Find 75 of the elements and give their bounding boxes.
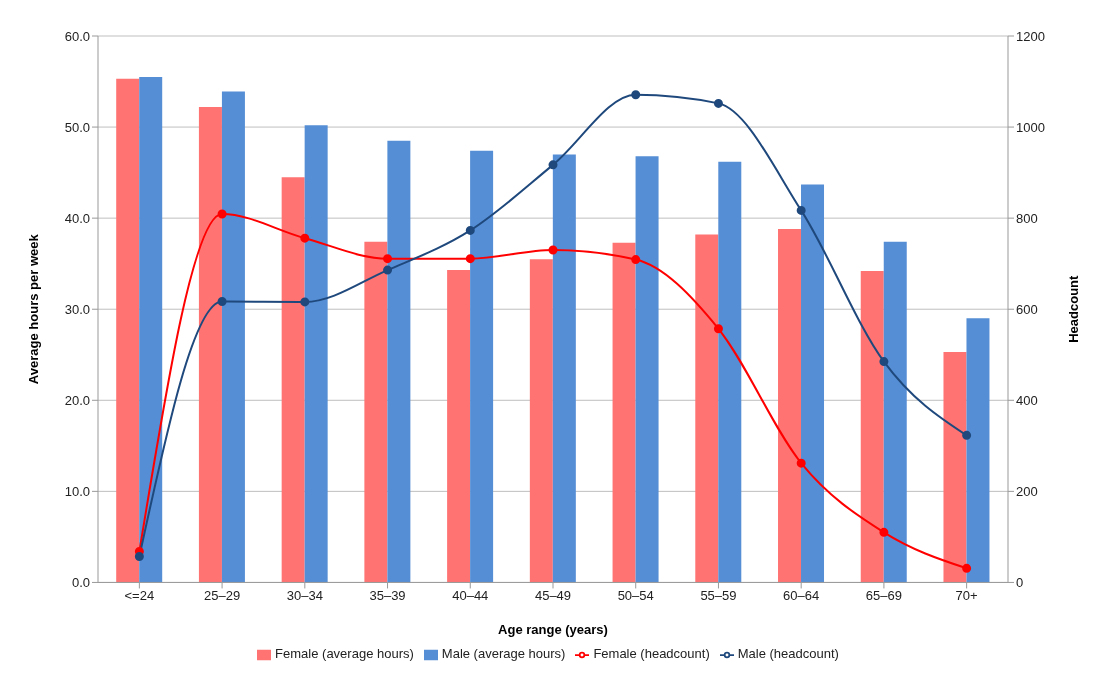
point bbox=[217, 296, 227, 306]
y2-tick-label: 400 bbox=[1016, 392, 1038, 408]
x-tick-label: 40–44 bbox=[452, 587, 489, 603]
y-tick-label: 0.0 bbox=[71, 575, 90, 591]
bar bbox=[281, 177, 305, 583]
y2-tick-label: 1200 bbox=[1016, 28, 1045, 44]
y2-tick-label: 600 bbox=[1016, 301, 1038, 317]
legend-label: Male (headcount) bbox=[737, 646, 839, 662]
bar bbox=[529, 259, 553, 583]
bar bbox=[304, 125, 328, 583]
point bbox=[962, 563, 972, 573]
bar bbox=[860, 270, 884, 583]
bar bbox=[552, 154, 576, 583]
y2-tick-label: 0 bbox=[1016, 575, 1024, 591]
point bbox=[383, 254, 393, 264]
x-tick-label: 70+ bbox=[955, 587, 978, 603]
point bbox=[796, 205, 806, 215]
legend-label: Male (average hours) bbox=[441, 646, 566, 662]
y-tick-label: 30.0 bbox=[64, 301, 90, 317]
legend-label: Female (average hours) bbox=[275, 646, 414, 662]
bar bbox=[221, 91, 245, 583]
bar bbox=[612, 242, 636, 583]
y-tick-label: 10.0 bbox=[64, 483, 90, 499]
bar bbox=[883, 241, 907, 583]
point bbox=[548, 245, 558, 255]
y-axis-title: Average hours per week bbox=[25, 233, 41, 385]
x-tick-label: 25–29 bbox=[204, 587, 241, 603]
x-tick-label: 60–64 bbox=[783, 587, 820, 603]
point bbox=[465, 254, 475, 264]
point bbox=[134, 551, 144, 561]
point bbox=[383, 265, 393, 275]
bar bbox=[387, 140, 411, 583]
point bbox=[796, 458, 806, 468]
bar bbox=[635, 156, 659, 583]
y-tick-label: 50.0 bbox=[64, 119, 90, 135]
x-tick-label: 45–49 bbox=[534, 587, 572, 603]
bar bbox=[695, 234, 719, 583]
y-tick-label: 60.0 bbox=[64, 28, 90, 44]
x-tick-label: <=24 bbox=[124, 587, 155, 603]
point bbox=[879, 357, 889, 367]
x-tick-label: 55–59 bbox=[700, 587, 737, 603]
bar bbox=[966, 318, 990, 583]
y-tick-label: 40.0 bbox=[64, 210, 90, 226]
x-tick-label: 65–69 bbox=[865, 587, 902, 603]
point bbox=[300, 233, 310, 243]
point bbox=[713, 324, 723, 334]
bar bbox=[198, 107, 222, 583]
point bbox=[631, 255, 641, 265]
point bbox=[962, 430, 972, 440]
bar bbox=[801, 184, 825, 583]
bar bbox=[778, 229, 802, 583]
y-tick-label: 20.0 bbox=[64, 392, 90, 408]
y2-tick-label: 800 bbox=[1016, 210, 1038, 226]
y2-axis-title: Headcount bbox=[1065, 274, 1081, 343]
point bbox=[631, 90, 641, 100]
x-axis-title: Age range (years) bbox=[498, 622, 608, 638]
legend-label: Female (headcount) bbox=[593, 646, 710, 662]
bar bbox=[718, 161, 742, 583]
point bbox=[217, 209, 227, 219]
bar bbox=[139, 76, 163, 583]
point bbox=[713, 98, 723, 108]
x-tick-label: 30–34 bbox=[286, 587, 323, 603]
y2-tick-label: 1000 bbox=[1016, 119, 1045, 135]
bar bbox=[447, 270, 471, 583]
x-tick-label: 50–54 bbox=[617, 587, 654, 603]
y2-tick-label: 200 bbox=[1016, 483, 1038, 499]
x-tick-label: 35–39 bbox=[369, 587, 406, 603]
bar bbox=[364, 241, 388, 583]
point bbox=[879, 527, 889, 537]
bar bbox=[116, 78, 140, 583]
point bbox=[548, 160, 558, 170]
bar bbox=[470, 150, 494, 583]
point bbox=[465, 225, 475, 235]
point bbox=[300, 297, 310, 307]
bar bbox=[943, 352, 967, 583]
